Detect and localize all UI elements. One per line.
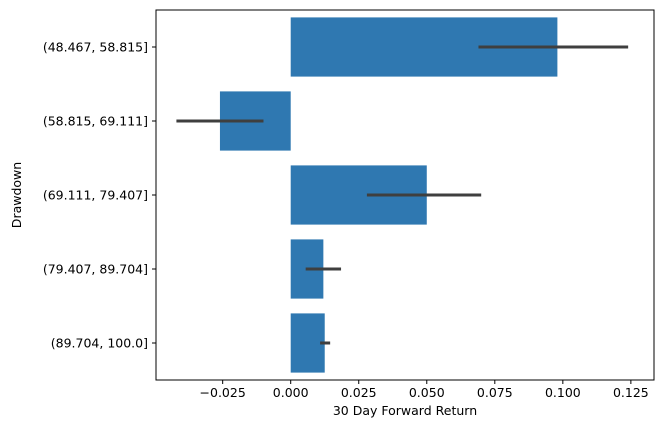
- x-tick-label-0: −0.025: [200, 385, 246, 400]
- y-tick-label-2: (69.111, 79.407]: [43, 188, 148, 203]
- x-tick-label-1: 0.000: [273, 385, 309, 400]
- error-bars-layer: [176, 45, 629, 345]
- x-tick-label-6: 0.125: [613, 385, 649, 400]
- x-tick-label-2: 0.025: [341, 385, 377, 400]
- y-axis-ticks: (48.467, 58.815] (58.815, 69.111] (69.111,…: [43, 40, 156, 351]
- y-tick-label-1: (58.815, 69.111]: [43, 114, 148, 129]
- y-tick-label-3: (79.407, 89.704]: [43, 262, 148, 277]
- y-axis-label: Drawdown: [9, 162, 24, 228]
- bars-layer: [219, 17, 558, 373]
- y-tick-label-0: (48.467, 58.815]: [43, 40, 148, 55]
- y-tick-label-4: (89.704, 100.0]: [51, 336, 148, 351]
- x-tick-label-4: 0.075: [477, 385, 513, 400]
- x-axis-label: 30 Day Forward Return: [333, 403, 477, 418]
- x-tick-label-5: 0.100: [545, 385, 581, 400]
- x-tick-label-3: 0.050: [409, 385, 445, 400]
- bar-4: [290, 313, 325, 373]
- x-axis-ticks: −0.025 0.000 0.025 0.050 0.075 0.100 0.125: [200, 380, 649, 400]
